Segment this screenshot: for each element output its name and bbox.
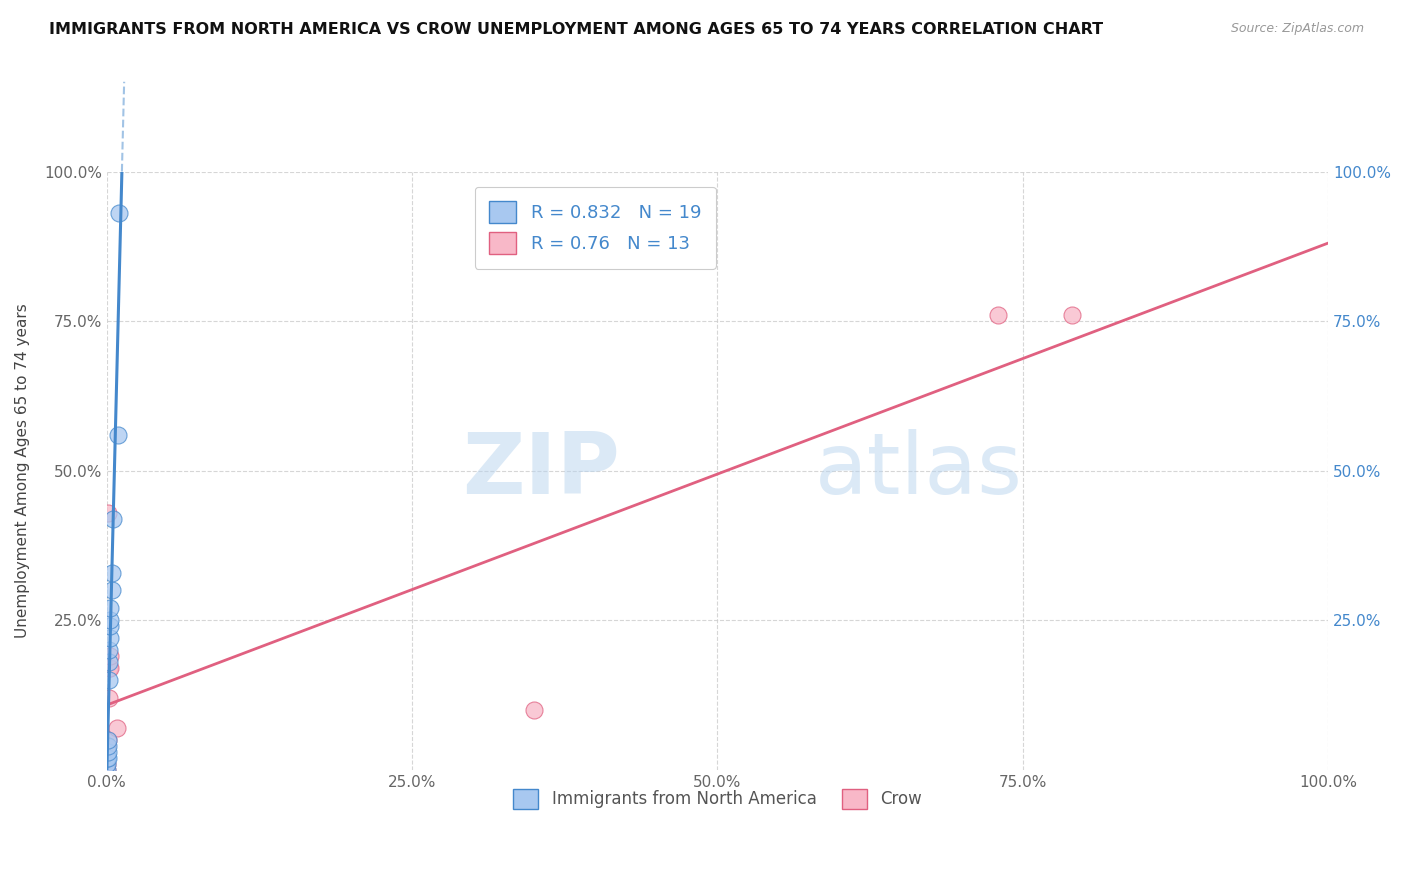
- Point: [97, 733, 120, 747]
- Point: [105, 721, 128, 735]
- Text: Source: ZipAtlas.com: Source: ZipAtlas.com: [1230, 22, 1364, 36]
- Point: [100, 601, 122, 615]
- Point: [987, 308, 1010, 322]
- Point: [96, 757, 118, 772]
- Point: [100, 632, 122, 646]
- Point: [98, 643, 121, 657]
- Point: [100, 649, 122, 664]
- Point: [97, 745, 120, 759]
- Point: [98, 691, 121, 706]
- Legend: Immigrants from North America, Crow: Immigrants from North America, Crow: [506, 782, 928, 815]
- Text: atlas: atlas: [815, 429, 1024, 512]
- Point: [96, 763, 118, 777]
- Point: [96, 751, 118, 765]
- Point: [98, 655, 121, 669]
- Point: [100, 619, 122, 633]
- Point: [98, 661, 121, 675]
- Point: [98, 673, 121, 688]
- Point: [108, 206, 131, 220]
- Point: [100, 613, 122, 627]
- Point: [101, 511, 124, 525]
- Point: [97, 733, 120, 747]
- Point: [97, 739, 120, 753]
- Point: [97, 751, 120, 765]
- Text: IMMIGRANTS FROM NORTH AMERICA VS CROW UNEMPLOYMENT AMONG AGES 65 TO 74 YEARS COR: IMMIGRANTS FROM NORTH AMERICA VS CROW UN…: [49, 22, 1104, 37]
- Point: [100, 566, 122, 580]
- Point: [100, 583, 122, 598]
- Text: ZIP: ZIP: [463, 429, 620, 512]
- Point: [96, 757, 118, 772]
- Point: [1060, 308, 1083, 322]
- Point: [523, 703, 546, 717]
- Point: [100, 661, 122, 675]
- Point: [96, 763, 118, 777]
- Point: [96, 739, 118, 753]
- Y-axis label: Unemployment Among Ages 65 to 74 years: Unemployment Among Ages 65 to 74 years: [15, 303, 30, 638]
- Point: [107, 428, 129, 442]
- Point: [97, 506, 120, 520]
